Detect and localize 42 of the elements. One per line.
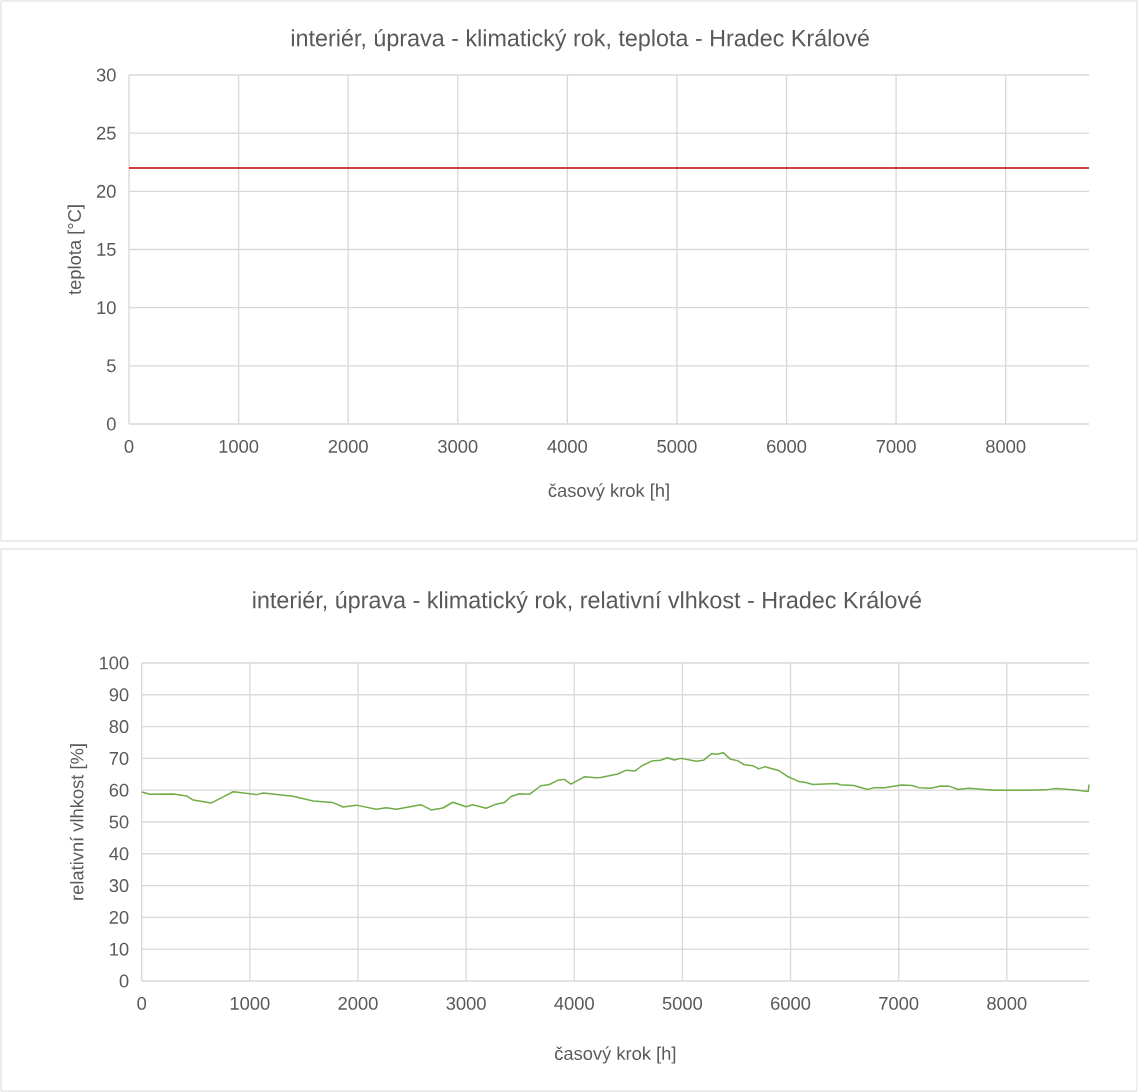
y-tick-label: 50 bbox=[109, 815, 129, 829]
x-tick-label: 4000 bbox=[554, 996, 594, 1010]
chart-title: interiér, úprava - klimatický rok, relativní vlhkost - Hradec Králové bbox=[253, 590, 922, 613]
y-axis-title: teplota [°C] bbox=[67, 205, 85, 295]
y-tick-label: 80 bbox=[109, 720, 129, 734]
x-tick-label: 6000 bbox=[771, 996, 811, 1010]
y-tick-label: 10 bbox=[97, 301, 116, 315]
y-tick-label: 20 bbox=[109, 910, 129, 924]
y-tick-label: 0 bbox=[119, 974, 129, 988]
y-tick-label: 100 bbox=[99, 656, 129, 670]
chart-title: interiér, úprava - klimatický rok, teplota - Hradec Králové bbox=[291, 28, 869, 51]
x-axis-title: časový krok [h] bbox=[555, 1046, 676, 1064]
y-tick-label: 20 bbox=[96, 184, 116, 198]
x-tick-label: 7000 bbox=[876, 439, 916, 453]
x-tick-label: 8000 bbox=[986, 439, 1026, 453]
y-tick-label: 25 bbox=[96, 126, 116, 140]
x-tick-label: 1000 bbox=[219, 439, 259, 453]
x-tick-label: 2000 bbox=[328, 439, 368, 453]
x-tick-label: 7000 bbox=[879, 996, 919, 1010]
y-tick-label: 0 bbox=[106, 417, 116, 431]
y-tick-label: 60 bbox=[109, 783, 129, 797]
y-tick-label: 90 bbox=[109, 688, 129, 702]
x-axis-title: časový krok [h] bbox=[548, 483, 669, 501]
y-tick-label: 30 bbox=[109, 879, 129, 893]
y-tick-label: 10 bbox=[110, 942, 129, 956]
x-tick-label: 3000 bbox=[438, 439, 478, 453]
x-tick-label: 8000 bbox=[987, 996, 1027, 1010]
line-series bbox=[140, 751, 1090, 811]
x-tick-label: 5000 bbox=[662, 996, 703, 1010]
y-tick-label: 15 bbox=[97, 243, 116, 256]
x-tick-label: 0 bbox=[137, 996, 147, 1010]
x-tick-label: 1000 bbox=[230, 996, 270, 1010]
x-tick-label: 4000 bbox=[547, 439, 588, 453]
y-axis-title: relativní vlhkost [%] bbox=[69, 744, 88, 900]
x-tick-label: 3000 bbox=[446, 996, 486, 1010]
x-tick-label: 6000 bbox=[767, 439, 807, 453]
x-tick-label: 5000 bbox=[657, 439, 697, 453]
x-tick-label: 2000 bbox=[338, 996, 378, 1010]
y-tick-label: 70 bbox=[109, 751, 129, 765]
y-tick-label: 40 bbox=[109, 847, 129, 861]
y-tick-label: 30 bbox=[96, 68, 116, 82]
y-tick-label: 5 bbox=[106, 359, 116, 373]
